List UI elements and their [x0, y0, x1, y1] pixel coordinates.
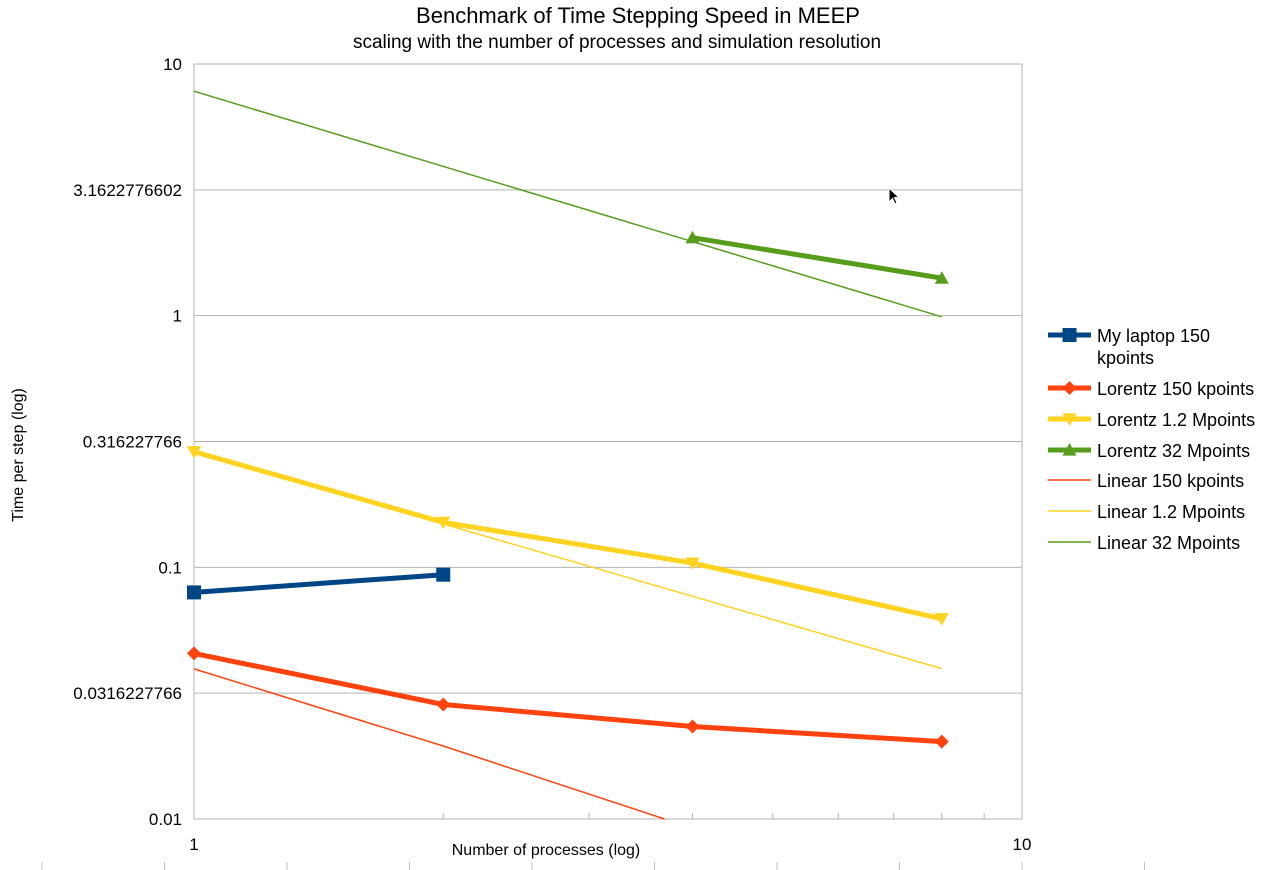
data-point [685, 557, 700, 571]
data-point [934, 734, 949, 749]
legend-label: Lorentz 32 Mpoints [1097, 441, 1250, 461]
data-point [187, 646, 201, 661]
x-tick-label: 10 [1013, 835, 1032, 854]
series-line [692, 235, 943, 281]
legend-item: Linear 1.2 Mpoints [1048, 502, 1245, 522]
data-point [436, 697, 451, 712]
legend-label: Linear 1.2 Mpoints [1097, 502, 1245, 522]
data-series [187, 90, 949, 820]
x-axis-label: Number of processes (log) [452, 842, 641, 859]
y-tick-labels: 0.01 0.0316227766 0.1 0.316227766 1 3.1622776… [73, 55, 182, 829]
legend-label: Linear 32 Mpoints [1097, 533, 1240, 553]
legend-label: My laptop 150 [1097, 326, 1210, 346]
y-tick-label: 0.01 [149, 810, 182, 829]
legend-item: Linear 150 kpoints [1048, 471, 1244, 491]
series-2 [187, 446, 949, 626]
data-point [1062, 381, 1077, 395]
mouse-cursor-icon [888, 186, 901, 205]
series-1 [187, 646, 949, 749]
y-tick-label: 0.0316227766 [73, 684, 182, 703]
chart-title: Benchmark of Time Stepping Speed in MEEP [416, 3, 860, 28]
series-line [193, 90, 943, 318]
data-point [934, 613, 949, 626]
legend-label: Lorentz 150 kpoints [1097, 379, 1254, 399]
legend-label: Linear 150 kpoints [1097, 471, 1244, 491]
data-point [1062, 413, 1077, 426]
y-tick-label: 0.316227766 [83, 433, 182, 452]
y-axis-label: Time per step (log) [10, 388, 27, 522]
legend-item: Lorentz 32 Mpoints [1048, 441, 1250, 461]
legend-label: Lorentz 1.2 Mpoints [1097, 410, 1255, 430]
data-point [934, 271, 949, 284]
data-point [187, 446, 201, 459]
data-point [685, 230, 700, 244]
x-axis-ticks: 1 10 [41, 813, 1145, 870]
grid-lines [194, 189, 1022, 694]
chart-subtitle: scaling with the number of processes and… [353, 32, 881, 53]
series-line [193, 668, 665, 820]
data-point [436, 567, 451, 582]
series-line [193, 572, 444, 595]
y-tick-label: 10 [163, 55, 182, 74]
legend-item: Lorentz 1.2 Mpoints [1048, 410, 1255, 430]
data-point [436, 516, 451, 530]
legend-label: kpoints [1097, 348, 1154, 368]
series-line [193, 650, 942, 745]
data-point [685, 719, 700, 734]
legend-item: Lorentz 150 kpoints [1048, 379, 1254, 399]
legend-item: Linear 32 Mpoints [1048, 533, 1240, 553]
series-4 [193, 668, 665, 820]
data-point [187, 585, 201, 600]
data-point [1062, 328, 1077, 342]
data-point [1062, 443, 1077, 456]
series-3 [685, 230, 949, 284]
series-0 [187, 567, 451, 600]
series-line [193, 449, 943, 622]
series-6 [193, 90, 943, 318]
y-tick-label: 1 [173, 307, 182, 326]
x-tick-label: 1 [189, 835, 198, 854]
y-tick-label: 0.1 [158, 558, 182, 577]
y-tick-label: 3.1622776602 [73, 181, 182, 200]
